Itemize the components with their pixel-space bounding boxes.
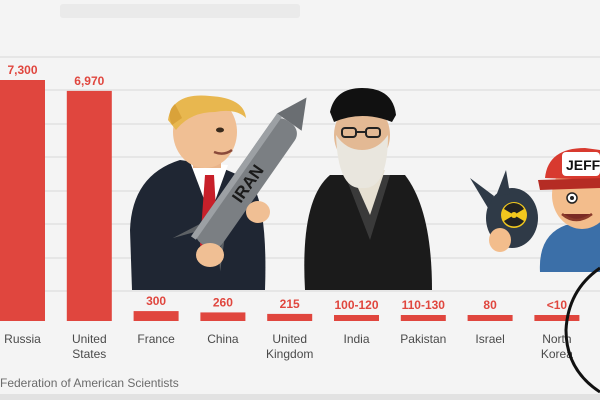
caricature-center-icon bbox=[304, 88, 432, 290]
bar bbox=[334, 315, 379, 321]
bars bbox=[0, 80, 580, 321]
category-label: Kingdom bbox=[266, 347, 313, 361]
category-label: States bbox=[72, 347, 106, 361]
category-label: North bbox=[542, 332, 571, 346]
caricature-right-icon: JEFF bbox=[470, 148, 600, 272]
bar bbox=[200, 312, 246, 321]
value-label: <10 bbox=[547, 298, 568, 312]
category-label: France bbox=[137, 332, 175, 346]
value-label: 300 bbox=[146, 294, 166, 308]
category-label: Israel bbox=[475, 332, 504, 346]
source-note: Federation of American Scientists bbox=[0, 376, 179, 390]
bar bbox=[133, 311, 179, 321]
bar bbox=[0, 80, 45, 321]
cap-text: JEFF bbox=[566, 157, 600, 173]
scribble-arc bbox=[564, 266, 600, 394]
value-label: 215 bbox=[280, 297, 300, 311]
value-label: 80 bbox=[483, 298, 497, 312]
value-label: 110-130 bbox=[402, 298, 446, 312]
value-label: 100-120 bbox=[334, 298, 378, 312]
bar bbox=[534, 315, 580, 321]
bar bbox=[400, 315, 446, 321]
category-label: China bbox=[207, 332, 239, 346]
bar bbox=[467, 315, 513, 321]
value-label: 260 bbox=[213, 295, 233, 309]
caricature-left-icon: IRAN bbox=[130, 95, 307, 290]
category-label: India bbox=[343, 332, 369, 346]
category-label: United bbox=[72, 332, 107, 346]
category-label: Korea bbox=[541, 347, 573, 361]
bar bbox=[267, 313, 313, 321]
category-label: United bbox=[272, 332, 307, 346]
value-labels: 7,300 6,970 300 260 215 100-120 110-130 80 <10 bbox=[7, 63, 567, 312]
category-label: Russia bbox=[4, 332, 41, 346]
faded-header bbox=[60, 4, 300, 18]
category-label: Pakistan bbox=[400, 332, 446, 346]
value-label: 7,300 bbox=[7, 63, 37, 77]
value-label: 6,970 bbox=[74, 74, 104, 88]
bar bbox=[66, 90, 112, 321]
bottom-strip bbox=[0, 394, 600, 400]
